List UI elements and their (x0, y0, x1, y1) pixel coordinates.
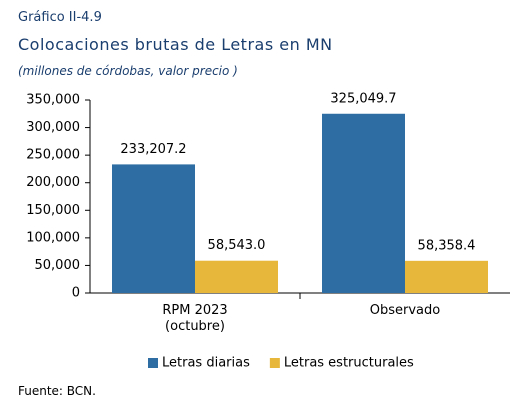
chart-subtitle: (millones de córdobas, valor precio ) (18, 64, 238, 78)
y-tick-label: 350,000 (26, 93, 80, 108)
data-label: 325,049.7 (330, 91, 396, 106)
data-label: 233,207.2 (120, 142, 186, 157)
legend-swatch (148, 358, 158, 368)
kicker: Gráfico II-4.9 (18, 10, 102, 25)
bar (405, 260, 488, 293)
y-tick-label: 300,000 (26, 120, 80, 135)
y-tick-label: 250,000 (26, 148, 80, 163)
data-label: 58,543.0 (208, 238, 266, 253)
y-tick-label: 150,000 (26, 203, 80, 218)
bar (322, 113, 405, 294)
source: Fuente: BCN. (18, 384, 96, 398)
data-label: 58,358.4 (418, 238, 476, 253)
y-tick-label: 0 (72, 286, 80, 301)
chart-title: Colocaciones brutas de Letras en MN (18, 35, 333, 54)
x-tick-label: Observado (369, 303, 441, 318)
bar (195, 260, 278, 293)
legend-label: Letras diarias (162, 356, 250, 371)
y-tick-label: 50,000 (35, 258, 81, 273)
legend-label: Letras estructurales (284, 356, 414, 371)
x-tick-label: RPM 2023 (octubre) (162, 303, 228, 334)
y-tick-label: 200,000 (26, 175, 80, 190)
legend-swatch (269, 358, 280, 368)
bar (112, 164, 195, 293)
y-tick-label: 100,000 (26, 230, 80, 245)
